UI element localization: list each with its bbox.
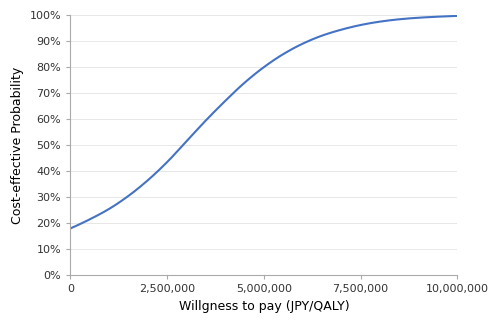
X-axis label: Willgness to pay (JPY/QALY): Willgness to pay (JPY/QALY) [178,300,349,313]
Y-axis label: Cost-effective Probability: Cost-effective Probability [11,67,24,224]
